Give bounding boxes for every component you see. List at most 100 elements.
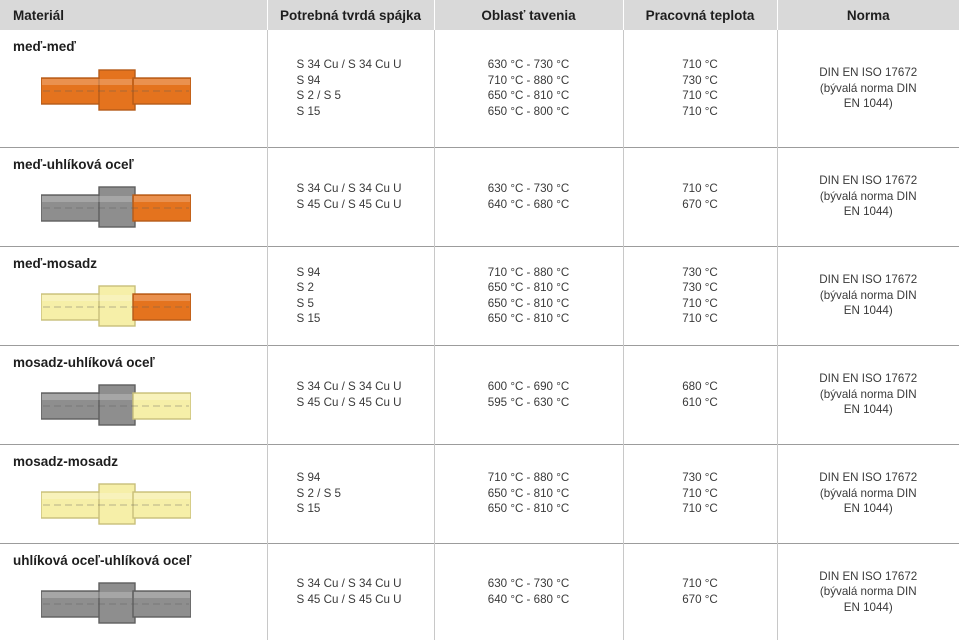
norm-line: EN 1044) (778, 600, 959, 616)
pipe-highlight (42, 295, 132, 301)
melting-range-cell-line: 650 °C - 810 °C (435, 486, 623, 502)
material-name: meď-uhlíková oceľ (13, 157, 267, 173)
solder-cell-line: S 34 Cu / S 34 Cu U (297, 379, 434, 395)
norm-line: DIN EN ISO 17672 (778, 65, 959, 81)
pipe-joint-illustration (41, 284, 191, 328)
norm-line: EN 1044) (778, 303, 959, 319)
working-temperature-cell-line: 710 °C (624, 296, 777, 312)
melting-range-cell-line: 650 °C - 810 °C (435, 88, 623, 104)
melting-range-cell-line: 630 °C - 730 °C (435, 576, 623, 592)
melting-range-cell-line: 710 °C - 880 °C (435, 73, 623, 89)
solder-cell-line: S 34 Cu / S 34 Cu U (297, 181, 434, 197)
norm-line: EN 1044) (778, 402, 959, 418)
norm-line: DIN EN ISO 17672 (778, 272, 959, 288)
solder-cell-line: S 94 (297, 470, 434, 486)
solder-cell-line: S 94 (297, 265, 434, 281)
pipe-highlight (134, 493, 190, 499)
melting-range-cell-line: 630 °C - 730 °C (435, 57, 623, 73)
solder-cell-line: S 15 (297, 104, 434, 120)
norm-line: EN 1044) (778, 501, 959, 517)
pipe-joint-illustration (41, 68, 191, 112)
solder-cell-line: S 34 Cu / S 34 Cu U (297, 57, 434, 73)
fitting-sleeve (99, 385, 135, 425)
working-temperature-cell-line: 730 °C (624, 265, 777, 281)
melting-range-cell-line: 650 °C - 810 °C (435, 296, 623, 312)
pipe-highlight (134, 295, 190, 301)
pipe-highlight (42, 394, 132, 400)
solder-cell-line: S 5 (297, 296, 434, 312)
melting-range-cell-line: 710 °C - 880 °C (435, 265, 623, 281)
solder-cell-line: S 45 Cu / S 45 Cu U (297, 592, 434, 608)
material-cell: mosadz-mosadz (0, 444, 267, 543)
pipe-highlight (42, 196, 132, 202)
solder-cell-line: S 34 Cu / S 34 Cu U (297, 576, 434, 592)
header-melting-range: Oblasť tavenia (434, 0, 623, 30)
working-temperature-cell-line: 710 °C (624, 486, 777, 502)
norm-line: (bývalá norma DIN (778, 189, 959, 205)
working-temperature-cell-line: 670 °C (624, 592, 777, 608)
norm-line: DIN EN ISO 17672 (778, 569, 959, 585)
working-temperature-cell-line: 710 °C (624, 501, 777, 517)
melting-range-cell-line: 710 °C - 880 °C (435, 470, 623, 486)
working-temperature-cell-line: 710 °C (624, 576, 777, 592)
solder-cell-line: S 2 (297, 280, 434, 296)
melting-range-cell-line: 650 °C - 810 °C (435, 501, 623, 517)
pipe-highlight (42, 79, 132, 85)
melting-range-cell-line: 640 °C - 680 °C (435, 197, 623, 213)
working-temperature-cell-line: 730 °C (624, 73, 777, 89)
fitting-sleeve (99, 187, 135, 227)
norm-line: EN 1044) (778, 204, 959, 220)
pipe-joint-illustration (41, 581, 191, 625)
solder-cell-line: S 15 (297, 501, 434, 517)
pipe-highlight (42, 592, 132, 598)
melting-range-cell-line: 595 °C - 630 °C (435, 395, 623, 411)
material-name: uhlíková oceľ-uhlíková oceľ (13, 553, 267, 569)
melting-range-cell-line: 600 °C - 690 °C (435, 379, 623, 395)
norm-line: (bývalá norma DIN (778, 584, 959, 600)
working-temperature-cell-line: 610 °C (624, 395, 777, 411)
melting-range-cell-line: 630 °C - 730 °C (435, 181, 623, 197)
norm-line: DIN EN ISO 17672 (778, 470, 959, 486)
header-row: Materiál Potrebná tvrdá spájka Oblasť ta… (0, 0, 959, 30)
norm-line: (bývalá norma DIN (778, 81, 959, 97)
material-cell: meď-mosadz (0, 246, 267, 345)
melting-range-cell-line: 650 °C - 800 °C (435, 104, 623, 120)
working-temperature-cell-line: 730 °C (624, 280, 777, 296)
norm-line: (bývalá norma DIN (778, 288, 959, 304)
solder-cell-line: S 2 / S 5 (297, 486, 434, 502)
solder-cell-line: S 45 Cu / S 45 Cu U (297, 197, 434, 213)
norm-line: (bývalá norma DIN (778, 486, 959, 502)
melting-range-cell-line: 650 °C - 810 °C (435, 311, 623, 327)
melting-range-cell-line: 640 °C - 680 °C (435, 592, 623, 608)
material-name: meď-mosadz (13, 256, 267, 272)
material-name: mosadz-uhlíková oceľ (13, 355, 267, 371)
fitting-sleeve (99, 70, 135, 110)
